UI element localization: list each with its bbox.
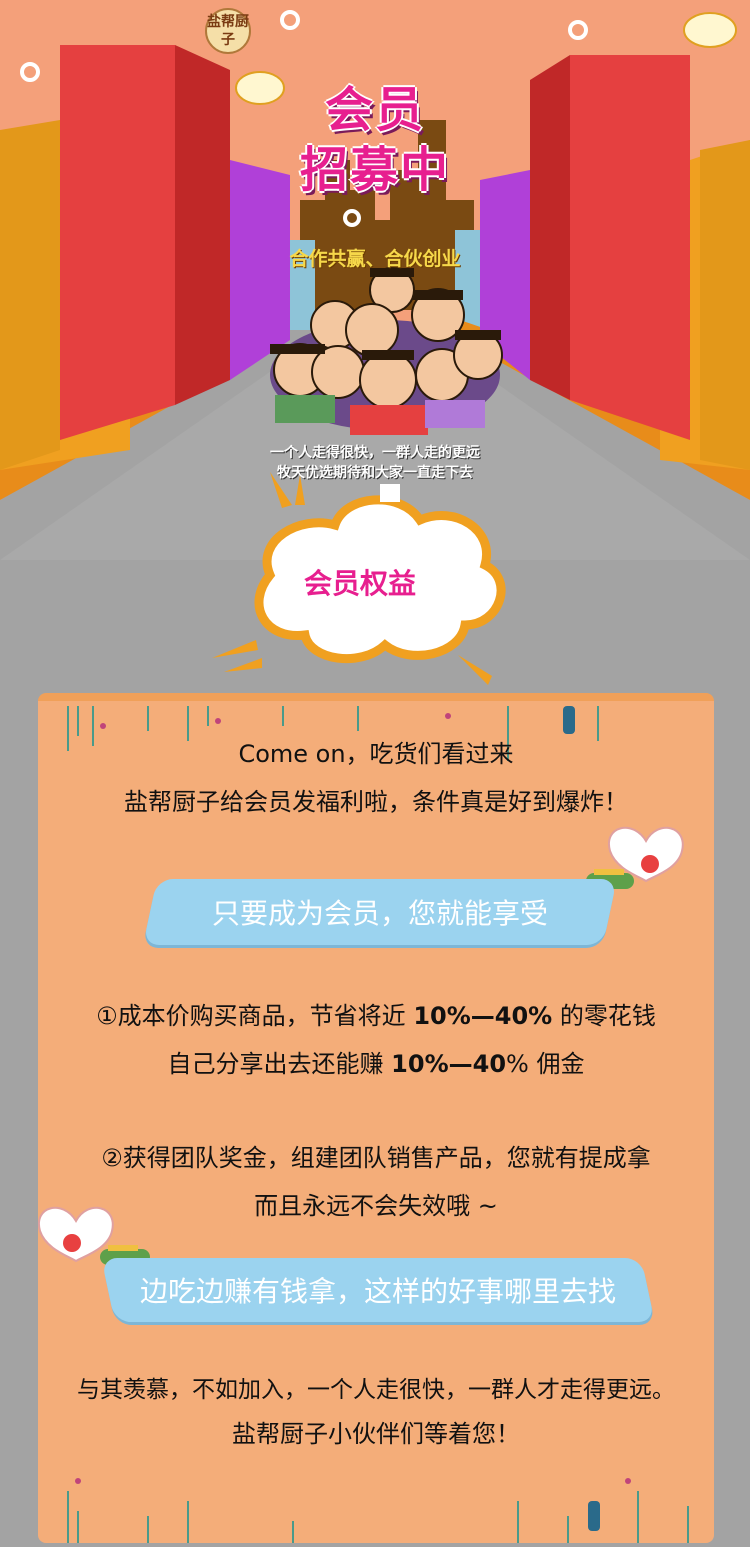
people-group: [270, 267, 503, 435]
intro-line-2: 盐帮厨子给会员发福利啦，条件真是好到爆炸！: [124, 788, 628, 816]
closing-line-1: 与其羡慕，不如加入，一个人走很快，一群人才走得更远。: [77, 1377, 675, 1403]
benefit-item-2-sub: 而且永远不会失效哦 ~: [254, 1192, 498, 1220]
hero-tagline-2: 牧天优选期待和大家一直走下去: [277, 465, 473, 481]
benefit-item-1-sub: 自己分享出去还能赚 10%—40% 佣金: [167, 1050, 585, 1078]
benefit-banner-1: 只要成为会员，您就能享受: [142, 879, 618, 945]
hero-tagline-1: 一个人走得很快，一群人走的更远: [270, 445, 480, 461]
hero-title-line1: 会员: [324, 82, 425, 138]
intro-line-1: Come on，吃货们看过来: [238, 740, 514, 768]
decorative-square: [380, 484, 400, 502]
benefit-item-1: ①成本价购买商品，节省将近 10%—40% 的零花钱: [96, 1002, 656, 1030]
benefits-title: 会员权益: [303, 567, 416, 600]
hero-banner: 盐帮厨子 会员 招募中 合作共赢、合伙创业 一个人走得很快，一群人走的更远 牧天…: [0, 0, 750, 690]
benefit-banner-2: 边吃边赚有钱拿，这样的好事哪里去找: [101, 1258, 655, 1322]
hero-title-line2: 招募中: [299, 142, 450, 198]
closing-line-2: 盐帮厨子小伙伴们等着您！: [232, 1420, 520, 1448]
seaweed-decoration: [38, 706, 689, 1543]
benefits-panel: Come on，吃货们看过来 盐帮厨子给会员发福利啦，条件真是好到爆炸！ 只要成…: [38, 693, 714, 1543]
brand-logo: 盐帮厨子: [205, 8, 251, 54]
benefits-title-cloud: [254, 495, 506, 663]
street-scene-illustration: [0, 0, 750, 690]
hero-slogan: 合作共赢、合伙创业: [289, 248, 461, 270]
benefit-item-2: ②获得团队奖金，组建团队销售产品，您就有提成拿: [101, 1144, 651, 1172]
heart-balloon-right: [586, 826, 684, 889]
